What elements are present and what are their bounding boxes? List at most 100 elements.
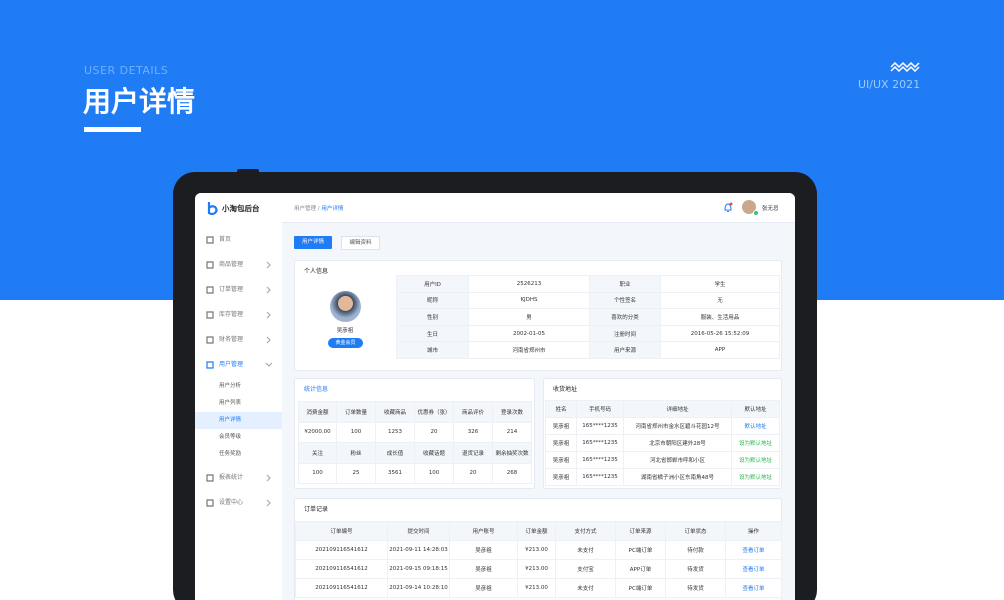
submenu-item[interactable]: 用户详情 xyxy=(195,412,282,429)
table-cell[interactable]: 查看订单 xyxy=(725,559,782,579)
breadcrumb-separator: / xyxy=(317,206,320,212)
wave-icon xyxy=(890,62,920,72)
table-cell: 165****1235 xyxy=(576,434,624,452)
table-cell: 未支付 xyxy=(555,540,616,560)
user-avatar[interactable] xyxy=(742,200,756,214)
table-cell: 吴彦祖 xyxy=(545,434,577,452)
menu-item[interactable]: 用户管理 xyxy=(219,361,244,368)
menu-arrow xyxy=(266,474,271,482)
bell-icon[interactable] xyxy=(723,202,733,213)
table-cell: 关注 xyxy=(298,442,337,464)
profile-avatar xyxy=(330,291,361,322)
table-cell: 服装、生活用品 xyxy=(660,308,780,326)
table-cell: PC端订单 xyxy=(615,540,666,560)
menu-item[interactable]: 商品管理 xyxy=(219,261,244,268)
breadcrumb-item[interactable]: 用户管理 xyxy=(294,206,317,212)
table-cell[interactable]: 默认地址 xyxy=(731,417,780,435)
table-cell: 支付宝 xyxy=(555,559,616,579)
submenu-item[interactable]: 任务奖励 xyxy=(219,451,242,457)
tab[interactable]: 编辑资料 xyxy=(341,236,380,250)
menu-item[interactable]: 设置中心 xyxy=(219,499,244,506)
table-cell: 165****1235 xyxy=(576,451,624,469)
menu-item[interactable]: 订单管理 xyxy=(219,286,244,293)
menu-icon xyxy=(206,236,214,244)
table-cell: 100 xyxy=(414,462,454,484)
address-card: 收货地址 姓名 手机号码 详细地址 默认地址 吴彦祖 165****1235 河南省郑州市金… xyxy=(543,378,782,489)
menu-item[interactable]: 库存管理 xyxy=(219,311,244,318)
banner-subtitle: USER DETAILS xyxy=(84,64,169,77)
table-cell: 100 xyxy=(336,421,376,443)
card-title: 统计信息 xyxy=(304,386,329,393)
table-cell: 收藏商品 xyxy=(375,401,415,423)
menu-arrow xyxy=(266,499,271,507)
banner-tag: UI/UX 2021 xyxy=(858,78,921,91)
table-cell: 202109116541612 xyxy=(295,559,388,579)
table-cell: 2021-09-14 10:28:10 xyxy=(387,578,450,598)
table-cell: 待发货 xyxy=(665,559,726,579)
menu-item[interactable]: 首页 xyxy=(219,236,232,243)
table-cell: 昵称 xyxy=(396,291,469,310)
table-row: 吴彦祖 165****1235 河北省邯郸市呼和小区 设为默认地址 xyxy=(545,451,780,469)
table-cell: ¥213.00 xyxy=(517,559,556,579)
menu-item[interactable]: 报表统计 xyxy=(219,474,244,481)
table-cell: 北京市朝阳区建外28号 xyxy=(623,434,732,452)
table-cell[interactable]: 设为默认地址 xyxy=(731,468,780,486)
table: 订单编号 提交时间 用户账号 订单金额 支付方式 订单来源 订单状态 操作 2021091165… xyxy=(295,521,782,598)
header-cell: 提交时间 xyxy=(387,521,450,541)
tab-active[interactable]: 用户详情 xyxy=(294,236,332,249)
table-cell: 登录次数 xyxy=(492,401,532,423)
submenu-item[interactable]: 会员等级 xyxy=(219,434,242,440)
menu-icon xyxy=(206,261,214,269)
table-cell: 25 xyxy=(336,462,376,484)
table-cell: 城市 xyxy=(396,341,469,359)
menu-icon xyxy=(206,336,214,344)
header-cell: 姓名 xyxy=(545,400,577,418)
table-cell[interactable]: 查看订单 xyxy=(725,578,782,598)
table-row: 100 25 3561 100 20 268 xyxy=(298,462,532,484)
submenu-item[interactable]: 用户分析 xyxy=(219,383,242,389)
header-cell: 订单编号 xyxy=(295,521,388,541)
screen: 小淘包后台 首页 商品管理 订单管理 库存管理 财务管理 用户管理 用户分析 用户列表 用户详情… xyxy=(195,193,795,600)
table-cell: 2021-09-11 14:28:03 xyxy=(387,540,450,560)
banner-title: 用户详情 xyxy=(83,85,196,118)
breadcrumb-item[interactable]: 用户详情 xyxy=(321,206,344,212)
table-cell: 消费金额 xyxy=(298,401,337,423)
table-cell: 165****1235 xyxy=(576,417,624,435)
table-cell: 学生 xyxy=(660,275,780,293)
table-cell[interactable]: 查看订单 xyxy=(725,540,782,560)
table-cell: 河南省郑州市 xyxy=(468,341,590,359)
table-cell: 20 xyxy=(414,421,454,443)
table-cell: 2002-01-05 xyxy=(468,324,590,343)
table-cell: 待付款 xyxy=(665,540,726,560)
menu-arrow xyxy=(266,336,271,344)
table-cell[interactable]: 设为默认地址 xyxy=(731,451,780,469)
table-row: 生日 2002-01-05 注册时间 2016-05-26 15:52:09 xyxy=(396,324,780,343)
header-cell: 默认地址 xyxy=(731,400,780,418)
menu-item[interactable]: 财务管理 xyxy=(219,336,244,343)
menu-icon xyxy=(206,474,214,482)
table-cell: 268 xyxy=(492,462,532,484)
table-cell[interactable]: 设为默认地址 xyxy=(731,434,780,452)
card-title: 个人信息 xyxy=(304,268,329,275)
table-cell: 商品评价 xyxy=(453,401,493,423)
table-cell: 退货记录 xyxy=(453,442,493,464)
table-cell: 未支付 xyxy=(555,578,616,598)
table-row: 吴彦祖 165****1235 北京市朝阳区建外28号 设为默认地址 xyxy=(545,434,780,452)
table-cell: 202109116541612 xyxy=(295,578,388,598)
table-header: 姓名 手机号码 详细地址 默认地址 xyxy=(545,400,780,418)
submenu-item[interactable]: 用户列表 xyxy=(219,400,242,406)
table-row: 消费金额 订单数量 收藏商品 优惠券（张） 商品评价 登录次数 xyxy=(298,401,532,423)
table-cell: 湖南省橘子洲小区东南角48号 xyxy=(623,468,732,486)
table-cell: 成长值 xyxy=(375,442,415,464)
table-cell: 个性签名 xyxy=(589,291,661,310)
table-cell: 吴彦祖 xyxy=(449,540,518,560)
table-cell: APP xyxy=(660,341,780,359)
header-cell: 详细地址 xyxy=(623,400,732,418)
table-cell: 优惠券（张） xyxy=(414,401,454,423)
menu-icon xyxy=(206,311,214,319)
table-cell: 剩余抽奖次数 xyxy=(492,442,532,464)
tablet-button xyxy=(237,169,259,173)
menu-arrow xyxy=(265,362,273,367)
table-cell: 202109116541612 xyxy=(295,540,388,560)
